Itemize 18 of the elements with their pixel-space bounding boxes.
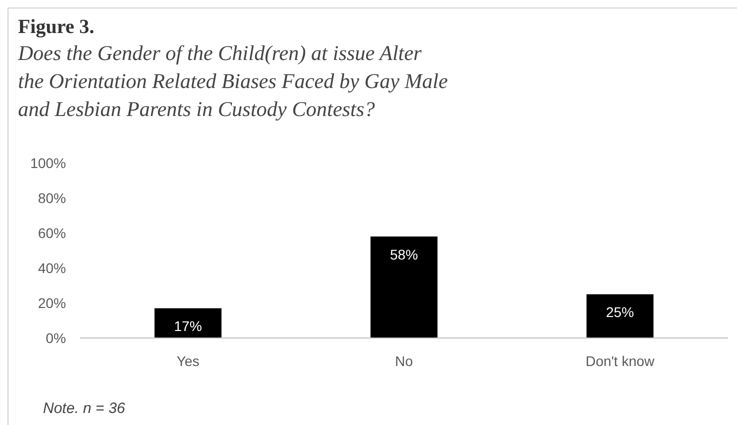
chart-title: Figure 3.: [18, 16, 94, 38]
y-tick-label: 0%: [46, 330, 66, 346]
y-tick-label: 100%: [30, 154, 66, 171]
bar: [154, 308, 222, 338]
y-tick-label: 80%: [38, 190, 66, 206]
data-label: 58%: [390, 246, 418, 262]
data-label: 17%: [174, 318, 202, 334]
y-tick-label: 40%: [38, 260, 66, 276]
x-tick-label: No: [395, 353, 414, 369]
text: Note. n = 36: [43, 400, 126, 417]
bar: [370, 236, 438, 338]
x-tick-label: Don't know: [586, 353, 656, 369]
x-tick-label: Yes: [176, 353, 200, 369]
y-tick-label: 60%: [38, 224, 66, 241]
chart-subtitle: Does the Gender of the Child(ren) at issue Alter the Orientation Related Biases Faced by Gay Male and Lesbian Parents in Custody Contests?: [17, 41, 448, 121]
data-label: 25%: [606, 304, 634, 320]
y-tick-label: 20%: [38, 294, 66, 311]
bar: [586, 294, 654, 338]
